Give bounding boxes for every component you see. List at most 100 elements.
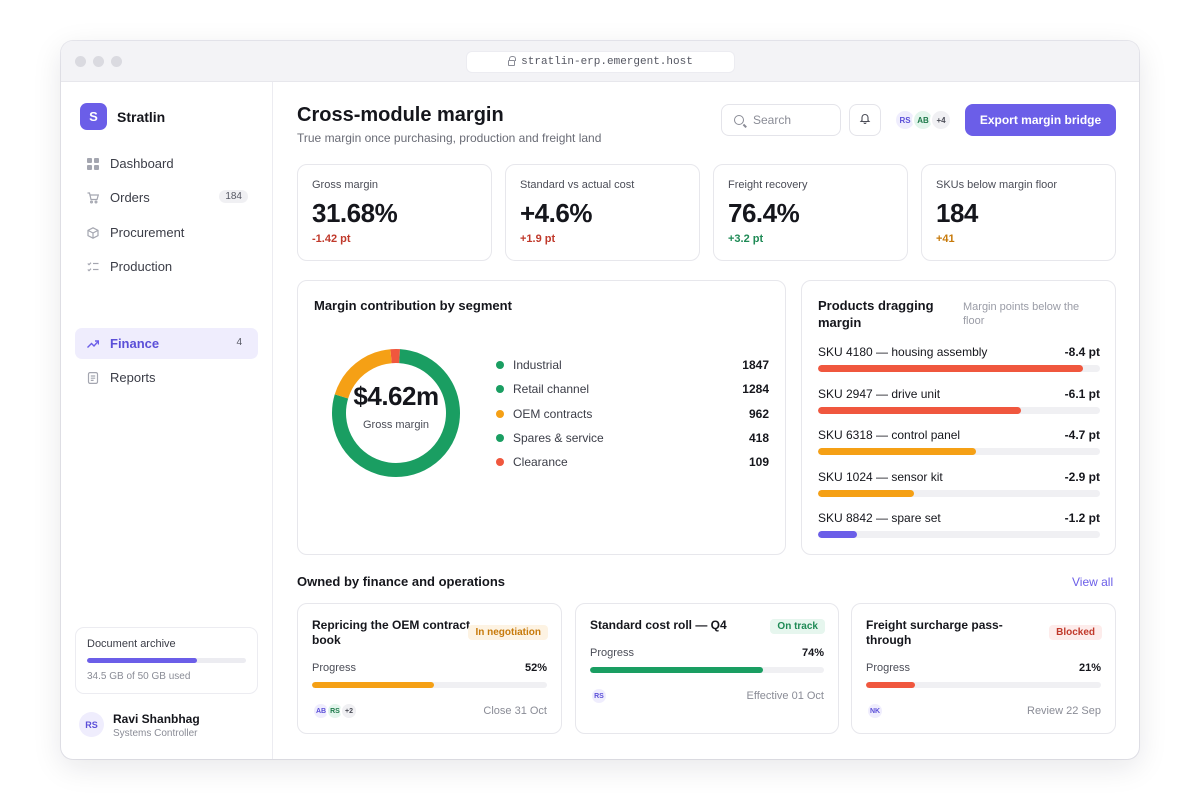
initiative-due-date: Close 31 Oct bbox=[483, 705, 547, 717]
sidebar-item-dashboard[interactable]: Dashboard bbox=[75, 148, 258, 179]
segment-donut-chart bbox=[332, 349, 460, 477]
sku-name: SKU 1024 — sensor kit bbox=[818, 470, 943, 484]
status-badge: In negotiation bbox=[468, 625, 548, 640]
segment-contribution-card: Margin contribution by segment $4.62m Gr… bbox=[297, 280, 786, 555]
kpi-card-freight-recovery[interactable]: Freight recovery 76.4% +3.2 pt bbox=[713, 164, 908, 261]
sku-bar-fill bbox=[818, 531, 858, 538]
sidebar: S Stratlin Dashboard Orders 184 Procurem… bbox=[61, 82, 273, 759]
export-margin-bridge-button[interactable]: Export margin bridge bbox=[965, 104, 1116, 136]
user-role: Systems Controller bbox=[113, 728, 198, 739]
sku-bar-fill bbox=[818, 448, 976, 455]
sku-value: -6.1 pt bbox=[1064, 387, 1100, 401]
legend-swatch bbox=[496, 410, 504, 418]
trend-icon bbox=[87, 338, 99, 350]
legend-value: 1847 bbox=[742, 358, 769, 372]
progress-percent: 74% bbox=[801, 647, 824, 659]
legend-label: Retail channel bbox=[513, 382, 590, 396]
kpi-card-standard-vs-actual-cost[interactable]: Standard vs actual cost +4.6% +1.9 pt bbox=[505, 164, 700, 261]
sidebar-item-label: Reports bbox=[110, 370, 156, 385]
sku-row[interactable]: SKU 1024 — sensor kit -2.9 pt bbox=[818, 470, 1100, 497]
archive-usage-bar bbox=[87, 658, 246, 663]
legend-swatch bbox=[496, 385, 504, 393]
bell-icon bbox=[859, 111, 871, 129]
owner-avatar[interactable]: RS bbox=[590, 687, 608, 705]
sidebar-item-reports[interactable]: Reports bbox=[75, 362, 258, 393]
progress-label: Progress bbox=[312, 662, 357, 674]
legend-item-spares-service[interactable]: Spares & service 418 bbox=[496, 430, 769, 446]
brand-name: Stratlin bbox=[117, 109, 166, 125]
initiative-card-oem-repricing[interactable]: Repricing the OEM contract book In negot… bbox=[297, 603, 562, 734]
owner-avatar-more[interactable]: +2 bbox=[340, 702, 358, 720]
page-subtitle: True margin once purchasing, production … bbox=[297, 131, 602, 145]
kpi-card-gross-margin[interactable]: Gross margin 31.68% -1.42 pt bbox=[297, 164, 492, 261]
legend-item-clearance[interactable]: Clearance 109 bbox=[496, 454, 769, 470]
sidebar-item-orders[interactable]: Orders 184 bbox=[75, 182, 258, 213]
sidebar-item-label: Orders bbox=[110, 190, 150, 205]
dragging-title-line: Products dragging bbox=[818, 298, 934, 313]
sku-row[interactable]: SKU 2947 — drive unit -6.1 pt bbox=[818, 387, 1100, 414]
address-bar[interactable]: stratlin-erp.emergent.host bbox=[466, 51, 735, 73]
sidebar-item-finance[interactable]: Finance 4 bbox=[75, 328, 258, 359]
sku-row[interactable]: SKU 4180 — housing assembly -8.4 pt bbox=[818, 345, 1100, 372]
donut-segment[interactable] bbox=[332, 349, 460, 477]
user-name: Ravi Shanbhag bbox=[113, 712, 200, 726]
sidebar-item-label: Finance bbox=[110, 336, 160, 351]
search-input[interactable]: Search bbox=[721, 104, 841, 136]
sku-value: -4.7 pt bbox=[1064, 428, 1100, 442]
sku-name: SKU 8842 — spare set bbox=[818, 511, 941, 525]
legend-value: 1284 bbox=[742, 382, 769, 396]
owner-avatar[interactable]: NK bbox=[866, 702, 884, 720]
progress-fill bbox=[590, 667, 764, 673]
sku-bar-track bbox=[818, 407, 1100, 414]
kpi-delta: -1.42 pt bbox=[312, 233, 351, 245]
view-all-link[interactable]: View all bbox=[1072, 575, 1114, 589]
sku-bar-track bbox=[818, 490, 1100, 497]
kpi-value: +4.6% bbox=[520, 198, 592, 228]
sku-bar-fill bbox=[818, 407, 1022, 414]
legend-swatch bbox=[496, 361, 504, 369]
checklist-icon bbox=[87, 261, 99, 273]
window-minimize-dot[interactable] bbox=[93, 56, 104, 67]
legend-value: 109 bbox=[748, 455, 769, 469]
donut-segment[interactable] bbox=[332, 349, 460, 477]
initiative-card-freight-surcharge[interactable]: Freight surcharge pass-through Blocked P… bbox=[851, 603, 1116, 734]
user-avatar[interactable]: RS bbox=[79, 712, 104, 737]
progress-percent: 21% bbox=[1078, 662, 1101, 674]
brand-logo[interactable]: S bbox=[80, 103, 107, 130]
initiative-review-date: Review 22 Sep bbox=[1027, 705, 1101, 717]
sidebar-item-label: Procurement bbox=[110, 225, 185, 240]
kpi-delta: +3.2 pt bbox=[728, 233, 764, 245]
donut-center-label: Gross margin bbox=[362, 419, 430, 431]
legend-item-industrial[interactable]: Industrial 1847 bbox=[496, 357, 769, 373]
sku-value: -8.4 pt bbox=[1064, 345, 1100, 359]
dragging-title-line: margin bbox=[818, 315, 862, 330]
kpi-card-skus-below-margin-floor[interactable]: SKUs below margin floor 184 +41 bbox=[921, 164, 1116, 261]
notifications-button[interactable] bbox=[849, 104, 881, 136]
sidebar-item-procurement[interactable]: Procurement bbox=[75, 217, 258, 248]
sidebar-item-production[interactable]: Production bbox=[75, 251, 258, 282]
search-placeholder: Search bbox=[753, 113, 792, 127]
legend-swatch bbox=[496, 458, 504, 466]
browser-titlebar: stratlin-erp.emergent.host bbox=[61, 41, 1139, 82]
kpi-delta: +1.9 pt bbox=[520, 233, 556, 245]
progress-track bbox=[312, 682, 547, 688]
archive-title: Document archive bbox=[87, 638, 176, 650]
legend-item-oem-contracts[interactable]: OEM contracts 962 bbox=[496, 406, 769, 422]
legend-label: Spares & service bbox=[513, 431, 604, 445]
sku-bar-track bbox=[818, 448, 1100, 455]
segment-card-title: Margin contribution by segment bbox=[314, 298, 512, 313]
sku-row[interactable]: SKU 6318 — control panel -4.7 pt bbox=[818, 428, 1100, 455]
box-icon bbox=[87, 226, 99, 239]
progress-fill bbox=[312, 682, 435, 688]
initiative-card-standard-cost-roll[interactable]: Standard cost roll — Q4 On track Progres… bbox=[575, 603, 839, 734]
document-archive-card[interactable]: Document archive 34.5 GB of 50 GB used bbox=[75, 627, 258, 694]
sku-row[interactable]: SKU 8842 — spare set -1.2 pt bbox=[818, 511, 1100, 538]
collaborator-avatar-more[interactable]: +4 bbox=[930, 109, 952, 131]
legend-item-retail-channel[interactable]: Retail channel 1284 bbox=[496, 381, 769, 397]
window-maximize-dot[interactable] bbox=[111, 56, 122, 67]
initiative-title: Repricing the OEM contract book bbox=[312, 618, 471, 647]
sidebar-item-label: Production bbox=[110, 259, 173, 274]
legend-label: Clearance bbox=[513, 455, 568, 469]
progress-track bbox=[590, 667, 824, 673]
window-close-dot[interactable] bbox=[75, 56, 86, 67]
